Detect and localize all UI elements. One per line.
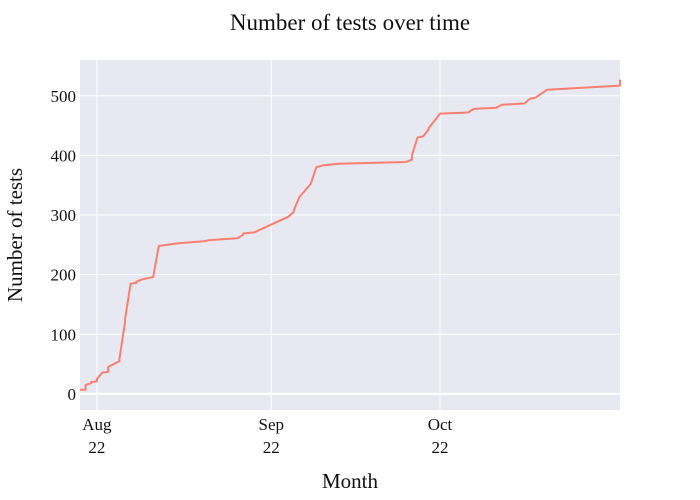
x-tick-year: 22	[88, 438, 105, 457]
y-tick-label-0: 0	[68, 385, 77, 404]
x-gridlines	[96, 60, 441, 410]
y-tick-label-500: 500	[51, 87, 77, 106]
x-tick-year: 22	[263, 438, 280, 457]
y-tick-label-400: 400	[51, 146, 77, 165]
x-tick-month: Aug	[82, 415, 112, 434]
y-tick-label-200: 200	[51, 266, 77, 285]
series-layer	[80, 79, 621, 391]
x-axis-title: Month	[322, 469, 379, 493]
x-tick-year: 22	[432, 438, 449, 457]
x-tick-labels: Aug 22 Sep 22 Oct 22	[82, 415, 452, 457]
x-tick-month: Oct	[428, 415, 453, 434]
x-tick-label-aug: Aug 22	[82, 415, 112, 457]
y-tick-label-300: 300	[51, 206, 77, 225]
y-tick-label-100: 100	[51, 325, 77, 344]
chart-title: Number of tests over time	[230, 10, 470, 35]
x-tick-label-sep: Sep 22	[259, 415, 285, 457]
x-tick-label-oct: Oct 22	[428, 415, 453, 457]
y-gridlines	[80, 95, 620, 395]
y-tick-labels: 0 100 200 300 400 500	[51, 87, 77, 404]
plot-area	[80, 60, 620, 410]
series-line-0	[80, 79, 621, 391]
x-tick-month: Sep	[259, 415, 285, 434]
y-axis-title: Number of tests	[3, 168, 27, 302]
